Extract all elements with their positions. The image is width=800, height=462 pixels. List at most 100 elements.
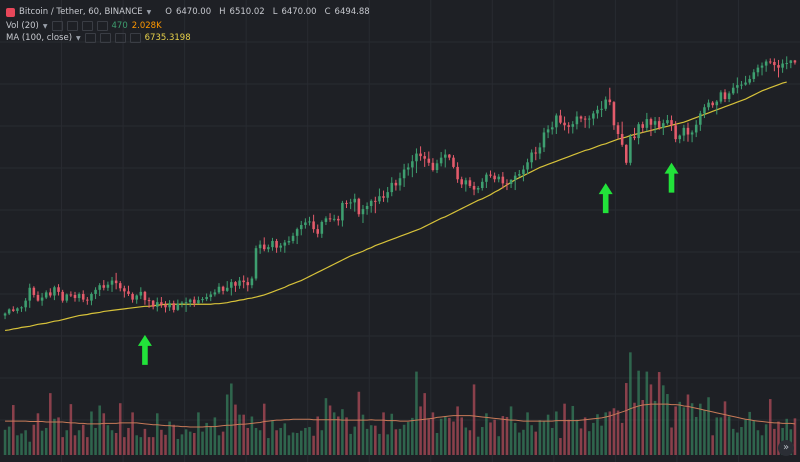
candle-body: [139, 291, 143, 296]
candle-body: [94, 289, 97, 294]
candle-body: [394, 182, 398, 186]
volume-bar: [254, 427, 258, 455]
candle-body: [443, 154, 447, 158]
volume-bar: [374, 425, 377, 455]
candle-body: [608, 99, 612, 103]
ma-legend[interactable]: MA (100, close) ▼ 6735.3198: [6, 33, 191, 43]
candle-body: [534, 152, 538, 154]
settings-icon[interactable]: [84, 33, 96, 43]
volume-bar: [341, 409, 344, 455]
candle-body: [217, 286, 221, 293]
candle-body: [201, 299, 204, 301]
volume-bar: [213, 417, 217, 455]
candle-body: [468, 180, 472, 186]
caret-down-icon[interactable]: ▼: [42, 22, 48, 30]
open-value: 6470.00: [175, 7, 212, 17]
candle-body: [24, 300, 27, 308]
green-up-arrow-icon: [598, 183, 613, 214]
caret-down-icon[interactable]: ▼: [76, 34, 81, 42]
candle-body: [402, 169, 406, 179]
close-icon[interactable]: [129, 33, 141, 43]
candle-body: [7, 309, 11, 314]
candle-body: [271, 240, 274, 248]
candle-body: [147, 300, 151, 302]
volume-legend[interactable]: Vol (20) ▼ 470 2.028K: [6, 21, 162, 31]
volume-bar: [608, 411, 612, 455]
volume-bar: [283, 423, 287, 455]
volume-bar: [715, 417, 719, 455]
candle-body: [641, 124, 645, 128]
candle-body: [221, 286, 225, 291]
visibility-icon[interactable]: [66, 21, 78, 31]
candle-body: [542, 132, 546, 148]
volume-bar: [316, 416, 319, 455]
volume-bar: [110, 430, 114, 455]
volume-bar: [238, 414, 241, 455]
more-icon[interactable]: [81, 21, 93, 31]
candle-body: [522, 169, 525, 175]
volume-bar: [752, 420, 756, 455]
double-chevron-right-icon[interactable]: »: [778, 440, 794, 456]
volume-bar: [674, 406, 677, 455]
ma-indicator-name[interactable]: MA (100, close): [6, 33, 73, 43]
candle-body: [493, 175, 496, 180]
more-icon[interactable]: [114, 33, 126, 43]
volume-bar: [242, 414, 245, 455]
volume-bar: [36, 413, 40, 455]
visibility-icon[interactable]: [99, 33, 111, 43]
candle-body: [740, 84, 743, 86]
candle-body: [789, 60, 793, 64]
candle-body: [653, 121, 657, 125]
candle-body: [748, 78, 751, 83]
candle-body: [102, 285, 106, 288]
candle-body: [279, 245, 282, 248]
candle-body: [567, 125, 570, 127]
candle-body: [238, 280, 241, 286]
candle-body: [513, 175, 517, 180]
candle-body: [773, 62, 776, 66]
volume-indicator-name[interactable]: Vol (20): [6, 21, 39, 31]
candle-body: [411, 161, 414, 168]
candle-body: [61, 291, 64, 301]
volume-bar: [509, 406, 513, 455]
volume-bar: [160, 429, 163, 455]
open-label: O: [165, 7, 172, 17]
volume-bar: [686, 394, 690, 455]
volume-bar: [575, 419, 579, 455]
volume-bar: [304, 427, 307, 455]
candle-body: [793, 60, 797, 63]
candle-body: [592, 113, 595, 119]
candle-body: [205, 297, 208, 300]
candle-body: [357, 198, 361, 215]
candle-body: [353, 198, 357, 203]
volume-bar: [209, 426, 213, 455]
caret-down-icon[interactable]: ▼: [146, 8, 152, 16]
volume-bar: [481, 427, 484, 455]
candle-body: [563, 122, 566, 126]
candle-body: [324, 218, 328, 222]
candle-body: [703, 107, 706, 114]
candle-body: [135, 295, 138, 300]
candle-body: [308, 221, 311, 223]
candle-body: [690, 132, 694, 135]
volume-bar: [61, 437, 64, 455]
symbol-legend[interactable]: Bitcoin / Tether, 60, BINANCE ▼ O 6470.00…: [6, 7, 374, 17]
volume-bar: [583, 417, 587, 455]
volume-bar: [77, 430, 81, 455]
candle-body: [612, 102, 616, 126]
volume-bar: [188, 431, 192, 455]
candle-body: [316, 229, 319, 234]
volume-bar: [201, 431, 204, 455]
volume-bar: [28, 441, 32, 455]
volume-bar: [320, 430, 324, 455]
volume-bar: [460, 417, 463, 455]
candle-body: [699, 113, 702, 125]
close-icon[interactable]: [96, 21, 108, 31]
low-label: L: [272, 7, 278, 17]
settings-icon[interactable]: [51, 21, 63, 31]
candle-body: [390, 182, 394, 193]
symbol-title[interactable]: Bitcoin / Tether, 60, BINANCE: [19, 7, 143, 17]
binance-red-square-icon: [6, 7, 15, 17]
